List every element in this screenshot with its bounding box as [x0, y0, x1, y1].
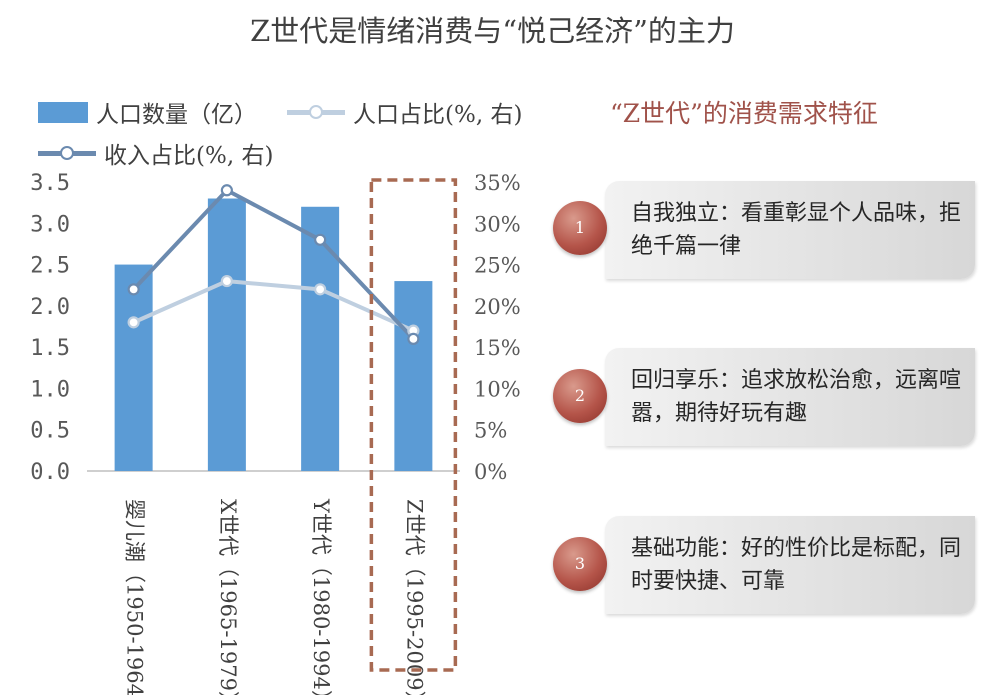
bar-population-0 [114, 264, 153, 471]
y-left-tick-label: 3.0 [30, 212, 70, 237]
y-right-tick-label: 35% [474, 171, 521, 195]
legend-label-population: 人口数量（亿） [96, 102, 257, 128]
feature-card-2: 回归享乐：追求放松治愈，远离喧嚣，期待好玩有趣 [605, 348, 975, 446]
line-series-income-share [132, 188, 415, 341]
feature-badge-3: 3 [553, 537, 607, 591]
x-tick-label-2: Y世代（1980-1994） [309, 498, 333, 695]
legend-row-1: 人口数量（亿） 人口占比(%, 右) [38, 95, 552, 129]
x-tick-label-3: Z世代（1995-2009） [402, 499, 426, 695]
legend-row-2: 收入占比(%, 右) [38, 136, 303, 170]
bar-population-3 [394, 281, 433, 471]
y-right-tick-label: 30% [474, 212, 521, 236]
highlight-box-z-gen [369, 178, 458, 672]
bar-population-2 [301, 206, 340, 471]
legend-item-population: 人口数量（亿） [38, 95, 257, 129]
bar-population-1 [207, 198, 246, 471]
y-right-tick-label: 25% [474, 254, 521, 278]
legend-item-pop-share: 人口占比(%, 右) [287, 95, 522, 129]
legend-swatch-income-share [38, 146, 96, 160]
legend-label-income-share: 收入占比(%, 右) [104, 143, 274, 169]
feature-badge-2: 2 [553, 369, 607, 423]
y-right-tick-label: 10% [474, 377, 521, 401]
feature-badge-1: 1 [553, 201, 607, 255]
y-left-tick-label: 1.0 [30, 377, 70, 402]
y-left-tick-label: 3.5 [30, 171, 70, 196]
point-pop-share-2 [314, 283, 327, 296]
point-pop-share-1 [220, 274, 233, 288]
x-tick-label-1: X世代（1965-1979） [216, 499, 240, 695]
y-left-tick-label: 1.5 [30, 336, 70, 361]
legend-label-pop-share: 人口占比(%, 右) [353, 102, 523, 128]
point-income-share-2 [314, 233, 327, 246]
feature-card-3: 基础功能：好的性价比是标配，同时要快捷、可靠 [605, 516, 975, 614]
feature-text-3: 基础功能：好的性价比是标配，同时要快捷、可靠 [631, 536, 962, 594]
y-left-tick-label: 2.0 [30, 295, 70, 320]
feature-card-1: 自我独立：看重彰显个人品味，拒绝千篇一律 [605, 181, 975, 279]
features-title: “Z世代”的消费需求特征 [610, 99, 878, 128]
legend-swatch-pop-share [287, 105, 345, 119]
line-series-pop-share [132, 279, 415, 333]
feature-text-2: 回归享乐：追求放松治愈，远离喧嚣，期待好玩有趣 [631, 368, 962, 426]
legend-item-income-share: 收入占比(%, 右) [38, 136, 273, 170]
y-left-tick-label: 2.5 [30, 254, 70, 279]
point-pop-share-0 [127, 316, 140, 329]
point-income-share-3 [407, 332, 420, 345]
legend-swatch-bar [38, 101, 88, 123]
feature-text-1: 自我独立：看重彰显个人品味，拒绝千篇一律 [631, 201, 962, 259]
point-income-share-1 [220, 184, 233, 197]
y-right-tick-label: 5% [474, 419, 507, 443]
y-right-tick-label: 20% [474, 295, 521, 319]
y-right-tick-label: 15% [474, 336, 521, 360]
x-tick-label-0: 婴儿潮（1950-1964） [123, 499, 147, 695]
y-left-tick-label: 0.0 [30, 460, 70, 485]
point-income-share-0 [127, 283, 140, 296]
y-left-tick-label: 0.5 [30, 419, 70, 444]
y-right-tick-label: 0% [474, 460, 507, 484]
chart-title: Z世代是情绪消费与“悦己经济”的主力 [250, 14, 735, 48]
